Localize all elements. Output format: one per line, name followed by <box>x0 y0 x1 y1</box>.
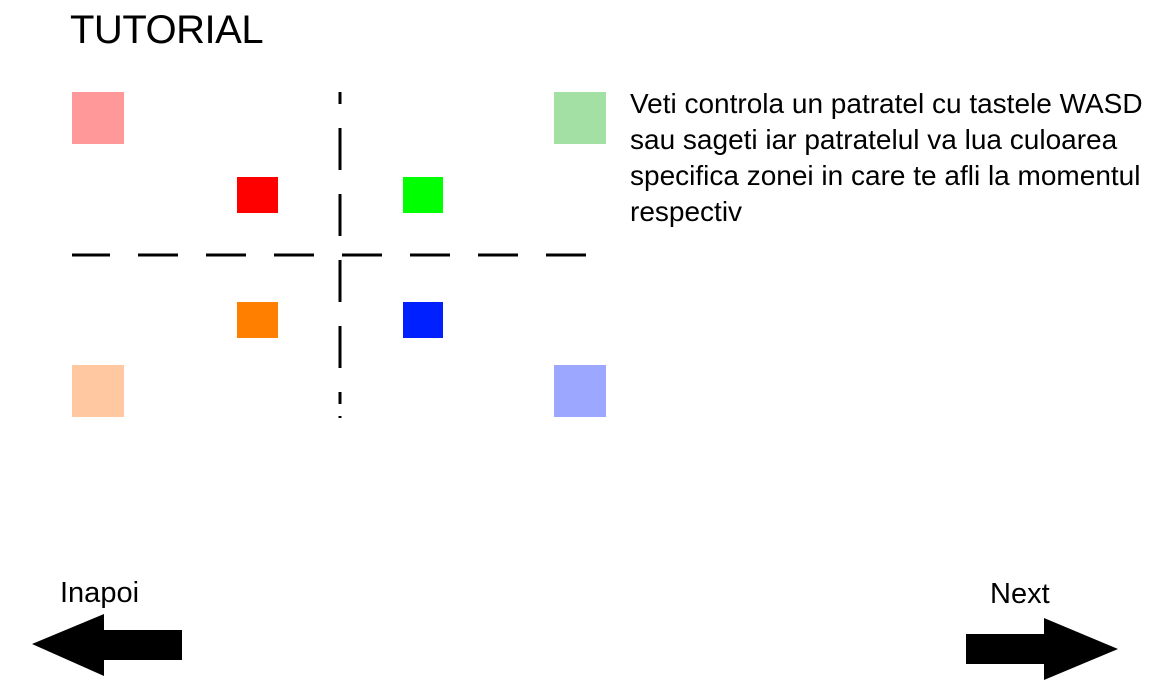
right-arrow-icon[interactable] <box>964 618 1118 680</box>
instructions-text: Veti controla un patratel cu tastele WAS… <box>630 88 1143 227</box>
top-right-zone-square <box>403 177 443 213</box>
top-left-zone-square <box>237 177 278 213</box>
left-arrow-icon[interactable] <box>32 614 184 676</box>
top-left-zone-light-square <box>72 92 124 144</box>
bottom-right-zone-light-square <box>554 365 606 417</box>
bottom-right-zone-square <box>403 302 443 338</box>
next-label[interactable]: Next <box>990 578 1050 610</box>
bottom-left-zone-light-square <box>72 365 124 417</box>
top-right-zone-light-square <box>554 92 606 144</box>
page-title: TUTORIAL <box>70 8 264 52</box>
bottom-left-zone-square <box>237 302 278 338</box>
back-label[interactable]: Inapoi <box>60 577 140 609</box>
zone-diagram <box>72 92 606 418</box>
